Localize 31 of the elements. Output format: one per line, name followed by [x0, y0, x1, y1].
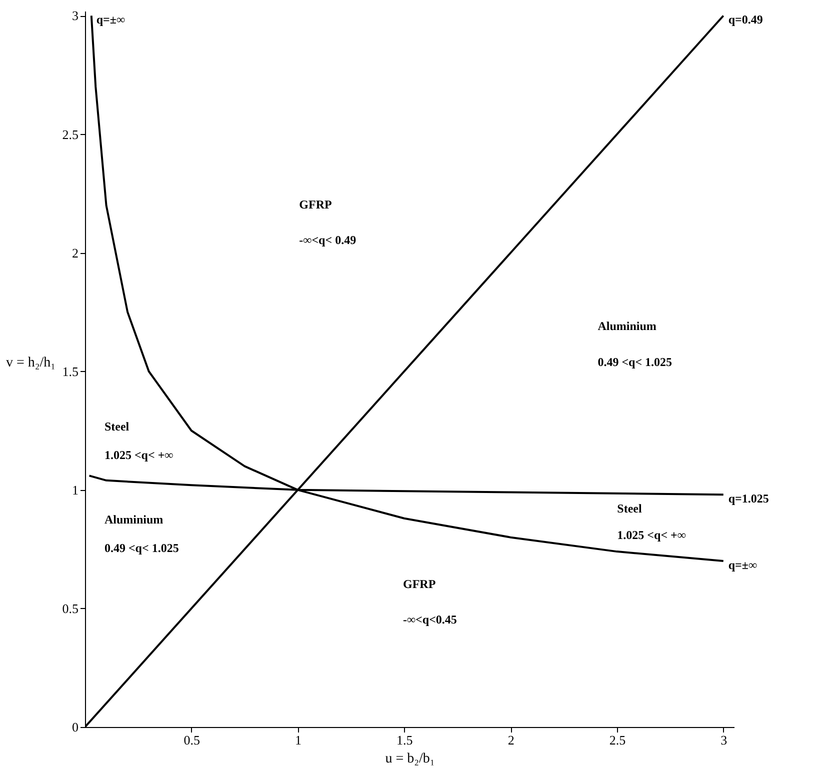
y-tick-label: 1.5 [62, 364, 78, 379]
annotation: q=±∞ [728, 558, 758, 572]
annotation: 0.49 <q< 1.025 [598, 354, 672, 369]
annotation: q=0.49 [728, 12, 763, 27]
y-tick-label: 3 [72, 8, 78, 24]
annotation: 1.025 <q< +∞ [617, 528, 686, 542]
annotation: Aluminium [104, 512, 164, 526]
x-axis-title: u = b₂/b₁ [385, 752, 435, 766]
annotation: Steel [617, 502, 642, 516]
y-tick-label: 0 [72, 720, 78, 734]
annotation: GFRP [299, 197, 332, 212]
annotation: -∞<q< 0.49 [299, 233, 356, 248]
x-tick-label: 2.5 [609, 732, 626, 748]
x-tick-label: 1.5 [396, 732, 413, 748]
annotation: GFRP [403, 576, 436, 591]
y-axis-title: v = h₂/h₁ [6, 356, 56, 370]
y-tick-label: 2 [72, 245, 78, 260]
annotation: q=±∞ [96, 12, 126, 27]
y-tick-label: 2.5 [62, 126, 78, 142]
annotation: Steel [104, 419, 130, 434]
y-tick-label: 1 [72, 482, 78, 498]
x-tick-label: 1 [295, 732, 302, 748]
x-tick-label: 3 [720, 732, 728, 748]
annotation: 0.49 <q< 1.025 [104, 541, 179, 555]
annotation: -∞<q<0.45 [403, 612, 457, 627]
x-tick-label: 0.5 [184, 732, 200, 748]
y-tick-label: 0.5 [62, 600, 78, 616]
annotation: 1.025 <q< +∞ [104, 448, 174, 462]
annotation: Aluminium [598, 319, 656, 334]
x-tick-label: 2 [508, 732, 514, 748]
annotation: q=1.025 [728, 492, 769, 506]
